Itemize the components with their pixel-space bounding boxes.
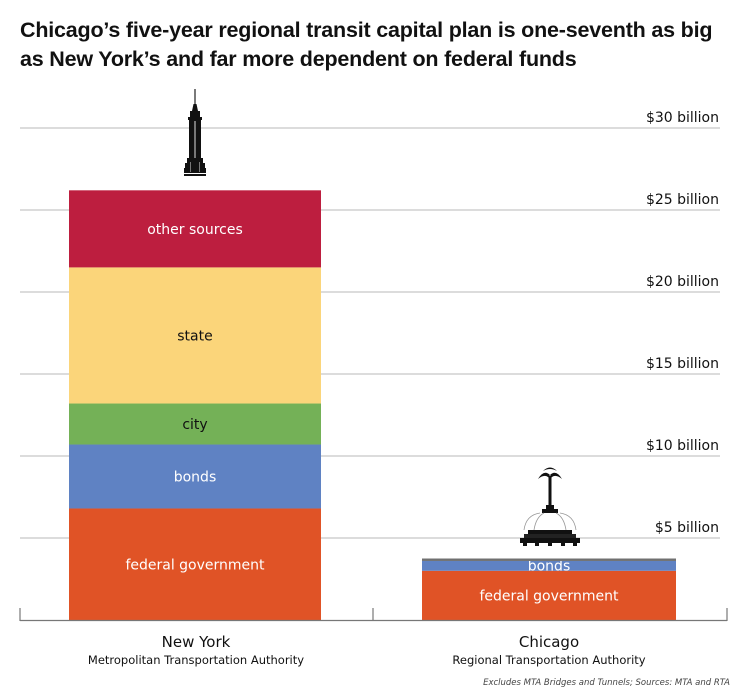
bar-new-york: federal government bonds city state other so… [69,190,321,620]
segment-label: bonds [528,559,571,575]
y-tick-label: $20 billion [646,274,719,290]
segment-label: other sources [147,222,243,238]
empire-state-building-icon [184,89,206,176]
category-subtitle: Regional Transportation Authority [452,653,645,667]
y-tick-label: $10 billion [646,438,719,454]
segment-label: state [177,329,212,345]
bar-segment-other-sources [69,190,321,268]
segment-label: bonds [174,470,217,486]
category-name: Chicago [519,633,579,651]
bar-segment-federal-government [69,508,321,620]
bar-segment-federal-government [422,570,676,620]
bars: federal government bonds city state other so… [69,190,676,620]
bar-segment-state [69,267,321,404]
bar-segment-bonds [69,444,321,509]
category-name: New York [162,633,231,651]
chart-title: Chicago’s five-year regional transit cap… [20,18,713,71]
y-tick-label: $30 billion [646,110,719,126]
source-note: Excludes MTA Bridges and Tunnels; Source… [483,678,730,688]
x-axis [19,608,728,622]
y-tick-labels: $5 billion $10 billion $15 billion $20 bill… [646,110,719,536]
y-tick-label: $5 billion [655,520,719,536]
y-tick-label: $15 billion [646,356,719,372]
segment-label: federal government [125,557,265,573]
y-tick-label: $25 billion [646,192,719,208]
buckingham-fountain-icon [520,467,580,546]
bar-segment-bonds [422,560,676,571]
bar-chicago: federal government bonds [422,558,676,620]
category-labels: New York Metropolitan Transportation Auth… [88,633,646,667]
category-subtitle: Metropolitan Transportation Authority [88,653,304,667]
segment-label: federal government [479,589,619,605]
bar-segment-city [69,403,321,445]
segment-label: city [182,417,207,433]
bar-segment-other-sources [422,558,676,561]
